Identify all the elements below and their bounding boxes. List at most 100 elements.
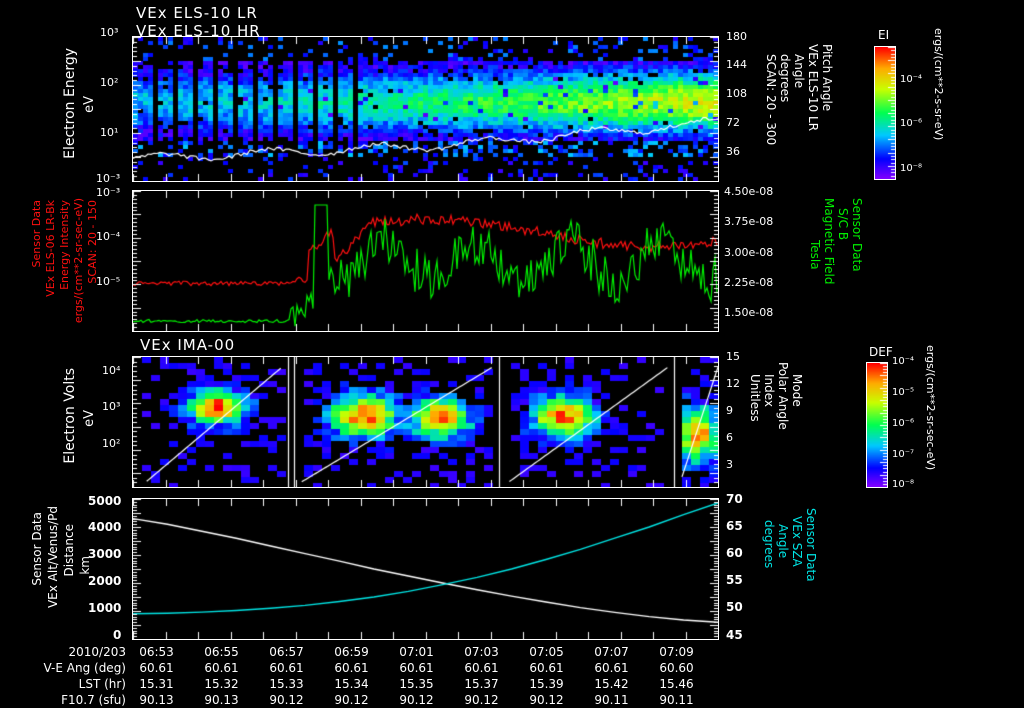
- panel4-ytick-1: 4000: [88, 520, 122, 534]
- footer-cell-f107-1: 90.13: [204, 693, 239, 707]
- footer-row-label-1: V-E Ang (deg): [43, 661, 126, 675]
- footer-cell-lst-7: 15.42: [594, 677, 629, 691]
- footer-cell-times-1: 06:55: [204, 645, 239, 659]
- colorbar2-tick-1: 10⁻⁵: [892, 387, 915, 398]
- panel3-rtick-2: 9: [726, 404, 733, 417]
- panel2-ytick-0: 10⁻³: [96, 186, 121, 199]
- panel4-left-label-2: VEx Alt/Venus/Pd: [46, 506, 60, 609]
- panel3-left-label-1: Electron Volts: [62, 368, 78, 464]
- footer-cell-ve_ang-6: 60.61: [529, 661, 564, 675]
- panel1-heatmap: [133, 37, 718, 181]
- panel4-ytick-0: 5000: [88, 494, 122, 508]
- footer-cell-ve_ang-1: 60.61: [204, 661, 239, 675]
- footer-cell-lst-3: 15.34: [334, 677, 369, 691]
- footer-cell-lst-4: 15.35: [399, 677, 434, 691]
- colorbar1-units: ergs/(cm**2-s-sr-eV): [932, 28, 945, 141]
- panel2-right-label-3: Magnetic Field: [822, 198, 836, 285]
- panel1-title-line2: VEx ELS-10 HR: [136, 22, 261, 40]
- panel1-right-label-5: SCAN: 20 - 300: [764, 54, 778, 146]
- panel1-ytick-0: 10³: [100, 26, 119, 39]
- panel4-left-label-3: Distance: [62, 524, 76, 577]
- footer-cell-times-7: 07:07: [594, 645, 629, 659]
- panel4-rtick-3: 55: [726, 573, 743, 587]
- colorbar1: [874, 46, 896, 180]
- panel4-traces: [133, 499, 718, 639]
- panel2-right-label-2: S/C B: [836, 208, 850, 241]
- footer-cell-f107-0: 90.13: [139, 693, 174, 707]
- panel3-right-label-2: Polar Angle: [776, 362, 790, 430]
- panel4-ytick-3: 2000: [88, 574, 122, 588]
- footer-cell-ve_ang-4: 60.61: [399, 661, 434, 675]
- footer-cell-times-0: 06:53: [139, 645, 174, 659]
- footer-cell-lst-8: 15.46: [659, 677, 694, 691]
- panel2-traces: [133, 191, 718, 331]
- footer-cell-ve_ang-8: 60.60: [659, 661, 694, 675]
- panel2-right-label-1: Sensor Data: [850, 198, 864, 272]
- panel4-plot-area[interactable]: [132, 498, 719, 640]
- colorbar2-tick-0: 10⁻⁴: [892, 356, 915, 367]
- colorbar2-name: DEF: [869, 345, 893, 359]
- panel4-ytick-2: 3000: [88, 547, 122, 561]
- panel3-ytick-2: 10²: [102, 437, 121, 450]
- panel2-left-label-1: Sensor Data: [30, 200, 43, 268]
- panel2-right-label-4: Tesla: [808, 240, 822, 270]
- footer-cell-ve_ang-3: 60.61: [334, 661, 369, 675]
- panel3-title: VEx IMA-00: [140, 336, 236, 354]
- panel1-rtick-1: 144: [726, 58, 747, 71]
- panel4-rtick-5: 45: [726, 628, 743, 642]
- panel4-rtick-1: 65: [726, 519, 743, 533]
- colorbar2: [866, 362, 888, 488]
- panel3-rtick-0: 15: [726, 350, 740, 363]
- panel4-ytick-5: 0: [113, 628, 122, 642]
- panel1-left-axis-label-1: Electron Energy: [62, 48, 78, 159]
- panel4-right-label-4: degrees: [762, 520, 776, 569]
- colorbar2-tick-4: 10⁻⁸: [892, 479, 915, 490]
- panel1-ytick-3: 10⁻³: [96, 172, 121, 185]
- panel2-rtick-3: 2.25e-08: [724, 276, 774, 289]
- footer-cell-f107-6: 90.12: [529, 693, 564, 707]
- panel1-rtick-0: 180: [726, 30, 747, 43]
- footer-row-label-2: LST (hr): [78, 677, 126, 691]
- footer-cell-ve_ang-7: 60.61: [594, 661, 629, 675]
- footer-cell-times-2: 06:57: [269, 645, 304, 659]
- colorbar1-name: EI: [878, 28, 890, 42]
- footer-cell-ve_ang-5: 60.61: [464, 661, 499, 675]
- footer-cell-f107-3: 90.12: [334, 693, 369, 707]
- footer-cell-lst-5: 15.37: [464, 677, 499, 691]
- panel2-rtick-2: 3.00e-08: [724, 246, 774, 259]
- panel4-ytick-4: 1000: [88, 601, 122, 615]
- footer-cell-f107-7: 90.11: [594, 693, 629, 707]
- colorbar1-tick-0: 10⁻⁴: [900, 74, 923, 85]
- panel2-rtick-0: 4.50e-08: [724, 185, 774, 198]
- footer-cell-lst-0: 15.31: [139, 677, 174, 691]
- panel4-right-label-1: Sensor Data: [804, 508, 818, 582]
- footer-cell-ve_ang-2: 60.61: [269, 661, 304, 675]
- footer-cell-ve_ang-0: 60.61: [139, 661, 174, 675]
- panel1-left-axis-label-2: eV: [82, 96, 97, 113]
- panel1-title-line1: VEx ELS-10 LR: [136, 4, 258, 22]
- footer-cell-lst-6: 15.39: [529, 677, 564, 691]
- colorbar1-tick-1: 10⁻⁶: [900, 118, 923, 129]
- panel3-rtick-4: 3: [726, 458, 733, 471]
- panel4-left-label-1: Sensor Data: [30, 512, 44, 586]
- panel2-left-label-4: ergs/(cm**2-sr-sec-eV): [72, 198, 85, 324]
- panel2-left-label-3: Energy Intensity: [58, 200, 71, 290]
- panel3-right-label-1: Mode: [790, 374, 804, 407]
- footer-cell-times-5: 07:03: [464, 645, 499, 659]
- panel1-ytick-1: 10²: [100, 76, 119, 89]
- footer-cell-times-8: 07:09: [659, 645, 694, 659]
- panel1-right-label-2: VEx ELS-10 LR: [806, 44, 820, 132]
- panel1-rtick-4: 36: [726, 145, 740, 158]
- panel3-right-label-4: Unitless: [748, 374, 762, 422]
- panel4-rtick-2: 60: [726, 546, 743, 560]
- panel3-plot-area[interactable]: [132, 356, 719, 488]
- footer-row-label-0: 2010/203: [68, 645, 127, 659]
- footer-cell-f107-8: 90.11: [659, 693, 694, 707]
- panel2-plot-area[interactable]: [132, 190, 719, 332]
- footer-cell-f107-4: 90.12: [399, 693, 434, 707]
- panel4-right-label-3: Angle: [776, 524, 790, 559]
- panel2-left-label-2: VEx ELS-06 LR-Bk: [44, 200, 57, 297]
- panel1-plot-area[interactable]: [132, 36, 719, 182]
- colorbar2-tick-3: 10⁻⁷: [892, 449, 915, 460]
- footer-cell-lst-1: 15.32: [204, 677, 239, 691]
